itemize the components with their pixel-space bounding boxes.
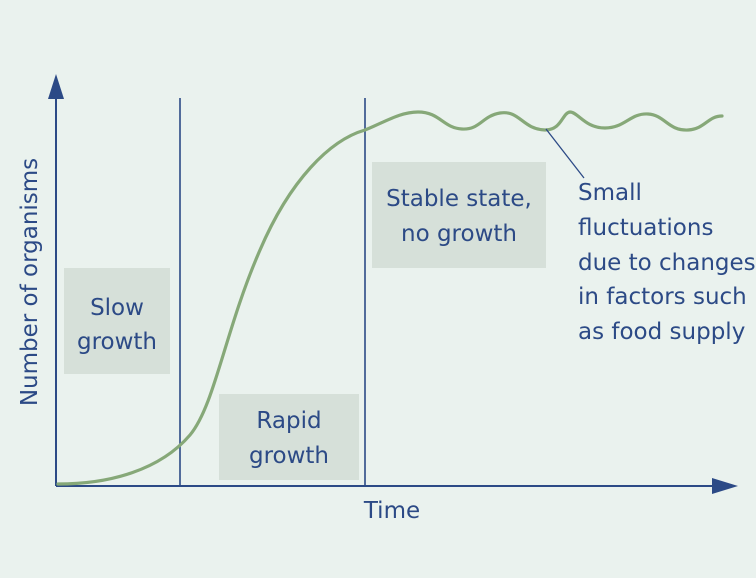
stable-state-label-1: Stable state, [386,186,532,212]
slow-growth-label-1: Slow [90,295,144,321]
rapid-growth-label-2: growth [249,443,329,469]
annotation-line-3: due to changes [578,250,756,276]
rapid-growth-label-1: Rapid [256,408,321,434]
y-axis-arrow-icon [48,74,64,99]
annotation-leader-line [545,128,585,179]
x-axis-label: Time [363,498,420,524]
slow-growth-label-2: growth [77,329,157,355]
y-axis-label: Number of organisms [17,158,43,406]
x-axis-arrow-icon [712,478,738,494]
rapid-growth-box [219,394,359,480]
annotation-line-2: fluctuations [578,215,713,241]
population-growth-curve [56,110,724,486]
annotation-line-4: in factors such [578,284,747,310]
stable-state-label-2: no growth [401,221,517,247]
slow-growth-box [64,268,170,374]
stable-state-box [372,162,546,268]
annotation-line-1: Small [578,180,642,206]
annotation-line-5: as food supply [578,319,745,345]
